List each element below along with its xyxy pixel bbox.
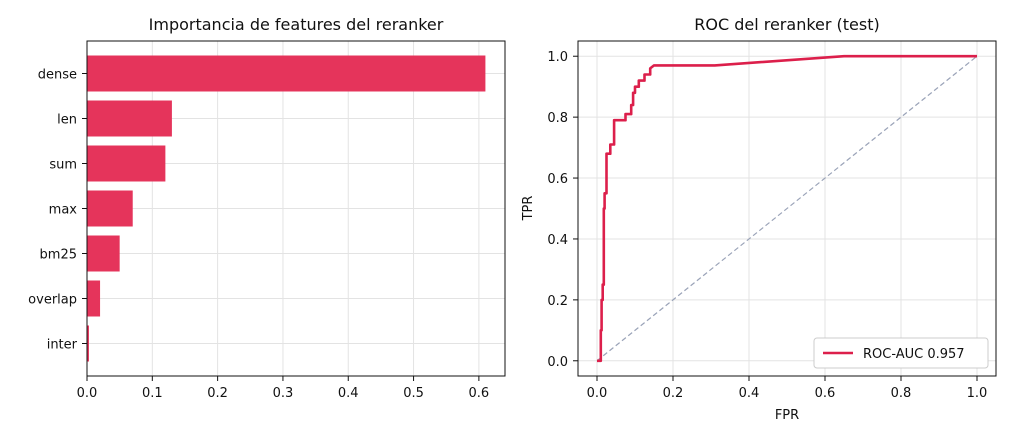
importance-y-ticks: dense len sum max bm25 overlap inter: [28, 68, 87, 353]
importance-x-tick-label: 0.3: [273, 386, 294, 401]
importance-x-tick-label: 0.1: [142, 386, 163, 401]
importance-bars: [87, 55, 486, 362]
importance-chart-title: Importancia de features del reranker: [149, 15, 444, 34]
bar-len: [87, 100, 172, 137]
roc-x-axis-label: FPR: [775, 408, 799, 423]
importance-grid: [86, 41, 505, 376]
roc-x-tick-label: 0.6: [815, 386, 836, 401]
bar-inter: [87, 325, 89, 362]
roc-x-ticks: 0.0 0.2 0.4 0.6 0.8 1.0: [587, 376, 988, 401]
importance-y-tick-label: overlap: [28, 293, 77, 308]
roc-chart: ROC del reranker (test) 0.0 0.2 0.4 0.6 0.8 1…: [521, 15, 997, 423]
bar-max: [87, 190, 133, 227]
roc-y-tick-label: 1.0: [547, 50, 568, 65]
roc-chance-diagonal: [596, 55, 978, 362]
bar-sum: [87, 145, 166, 182]
roc-x-tick-label: 0.0: [587, 386, 608, 401]
importance-x-tick-label: 0.6: [469, 386, 490, 401]
roc-x-tick-label: 0.2: [663, 386, 684, 401]
importance-y-tick-label: sum: [49, 158, 77, 173]
roc-x-tick-label: 0.4: [739, 386, 760, 401]
roc-y-tick-label: 0.8: [547, 111, 568, 126]
importance-y-tick-label: bm25: [40, 248, 77, 263]
importance-x-tick-label: 0.0: [77, 386, 98, 401]
roc-y-tick-label: 0.0: [547, 355, 568, 370]
roc-chart-title: ROC del reranker (test): [694, 15, 880, 34]
importance-x-tick-label: 0.4: [338, 386, 359, 401]
roc-x-tick-label: 0.8: [891, 386, 912, 401]
importance-y-tick-label: max: [49, 203, 78, 218]
roc-y-ticks: 0.0 0.2 0.4 0.6 0.8 1.0: [547, 50, 578, 370]
bar-dense: [87, 55, 486, 92]
legend-box: [813, 337, 989, 369]
roc-legend: ROC-AUC 0.957: [813, 337, 989, 369]
roc-y-tick-label: 0.6: [547, 172, 568, 187]
feature-importance-chart: Importancia de features del reranker den…: [28, 15, 506, 401]
importance-y-tick-label: len: [57, 113, 77, 128]
bar-bm25: [87, 235, 120, 272]
importance-y-tick-label: dense: [38, 68, 77, 83]
importance-x-ticks: 0.0 0.1 0.2 0.3 0.4 0.5 0.6: [77, 376, 490, 401]
roc-plot-frame: [577, 40, 997, 377]
importance-x-tick-label: 0.5: [403, 386, 424, 401]
legend-label: ROC-AUC 0.957: [863, 347, 965, 362]
roc-y-tick-label: 0.2: [547, 294, 568, 309]
importance-y-tick-label: inter: [47, 338, 78, 353]
importance-x-tick-label: 0.2: [207, 386, 228, 401]
bar-overlap: [87, 280, 101, 317]
roc-y-axis-label: TPR: [521, 196, 536, 222]
roc-y-tick-label: 0.4: [547, 233, 568, 248]
roc-grid: [578, 41, 996, 376]
roc-curve-line: [597, 54, 977, 363]
roc-x-tick-label: 1.0: [967, 386, 988, 401]
